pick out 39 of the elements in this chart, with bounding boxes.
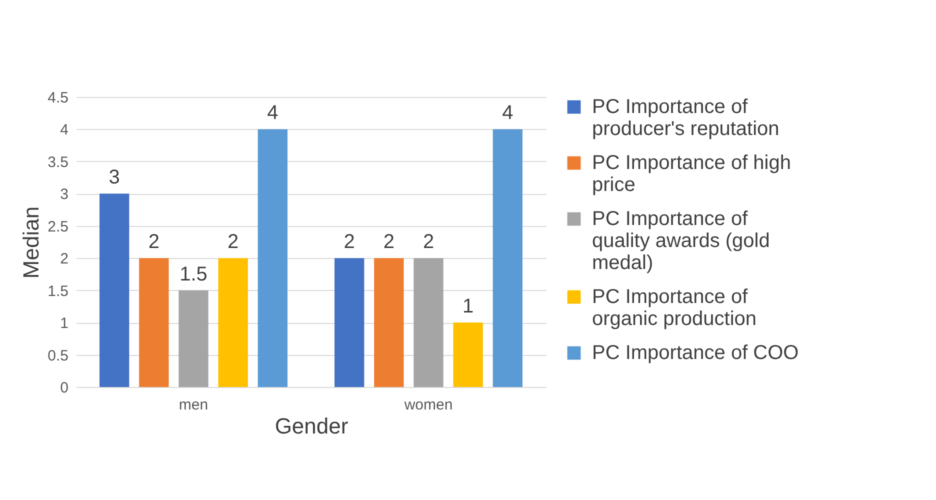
data-label: 4: [267, 102, 278, 124]
x-tick-label: men: [178, 396, 208, 414]
x-tick-label: women: [403, 396, 453, 414]
data-label: 1.5: [180, 263, 208, 286]
x-axis-title: Gender: [274, 414, 348, 438]
data-label: 4: [502, 102, 514, 124]
y-tick-label: 3: [60, 186, 68, 204]
y-tick-label: 4.5: [48, 90, 68, 106]
data-label: 1: [462, 296, 474, 318]
legend-label: PC Importance of high price: [592, 152, 791, 196]
legend-label: PC Importance of quality awards (gold medal): [592, 208, 770, 274]
y-tick-label: 2: [60, 250, 68, 268]
bar: [178, 290, 208, 387]
bar: [414, 258, 444, 387]
bar: [374, 258, 404, 387]
data-label: 2: [422, 231, 434, 254]
y-tick-label: 0: [60, 380, 68, 396]
y-tick-label: 3.5: [48, 154, 68, 171]
data-label: 3: [108, 166, 120, 189]
y-tick-label: 0.5: [48, 347, 68, 364]
data-label: 2: [344, 231, 355, 254]
y-axis-title: Median: [18, 206, 44, 279]
y-tick-label: 1.5: [48, 282, 68, 300]
bar: [100, 194, 130, 387]
y-tick-label: 2.5: [48, 218, 68, 236]
legend-label: PC Importance of organic production: [592, 286, 757, 330]
y-tick-label: 4: [60, 122, 68, 139]
legend-label: PC Importance of COO: [592, 342, 799, 364]
legend-label: PC Importance of producer's reputation: [592, 96, 780, 140]
bar: [258, 129, 288, 387]
bar: [334, 258, 364, 387]
y-tick-label: 1: [60, 315, 68, 332]
bar: [492, 129, 522, 387]
bar: [139, 258, 169, 387]
bar: [218, 258, 248, 387]
data-label: 2: [148, 231, 160, 254]
data-label: 2: [228, 231, 239, 254]
bar: [453, 322, 483, 387]
data-label: 2: [383, 231, 394, 254]
